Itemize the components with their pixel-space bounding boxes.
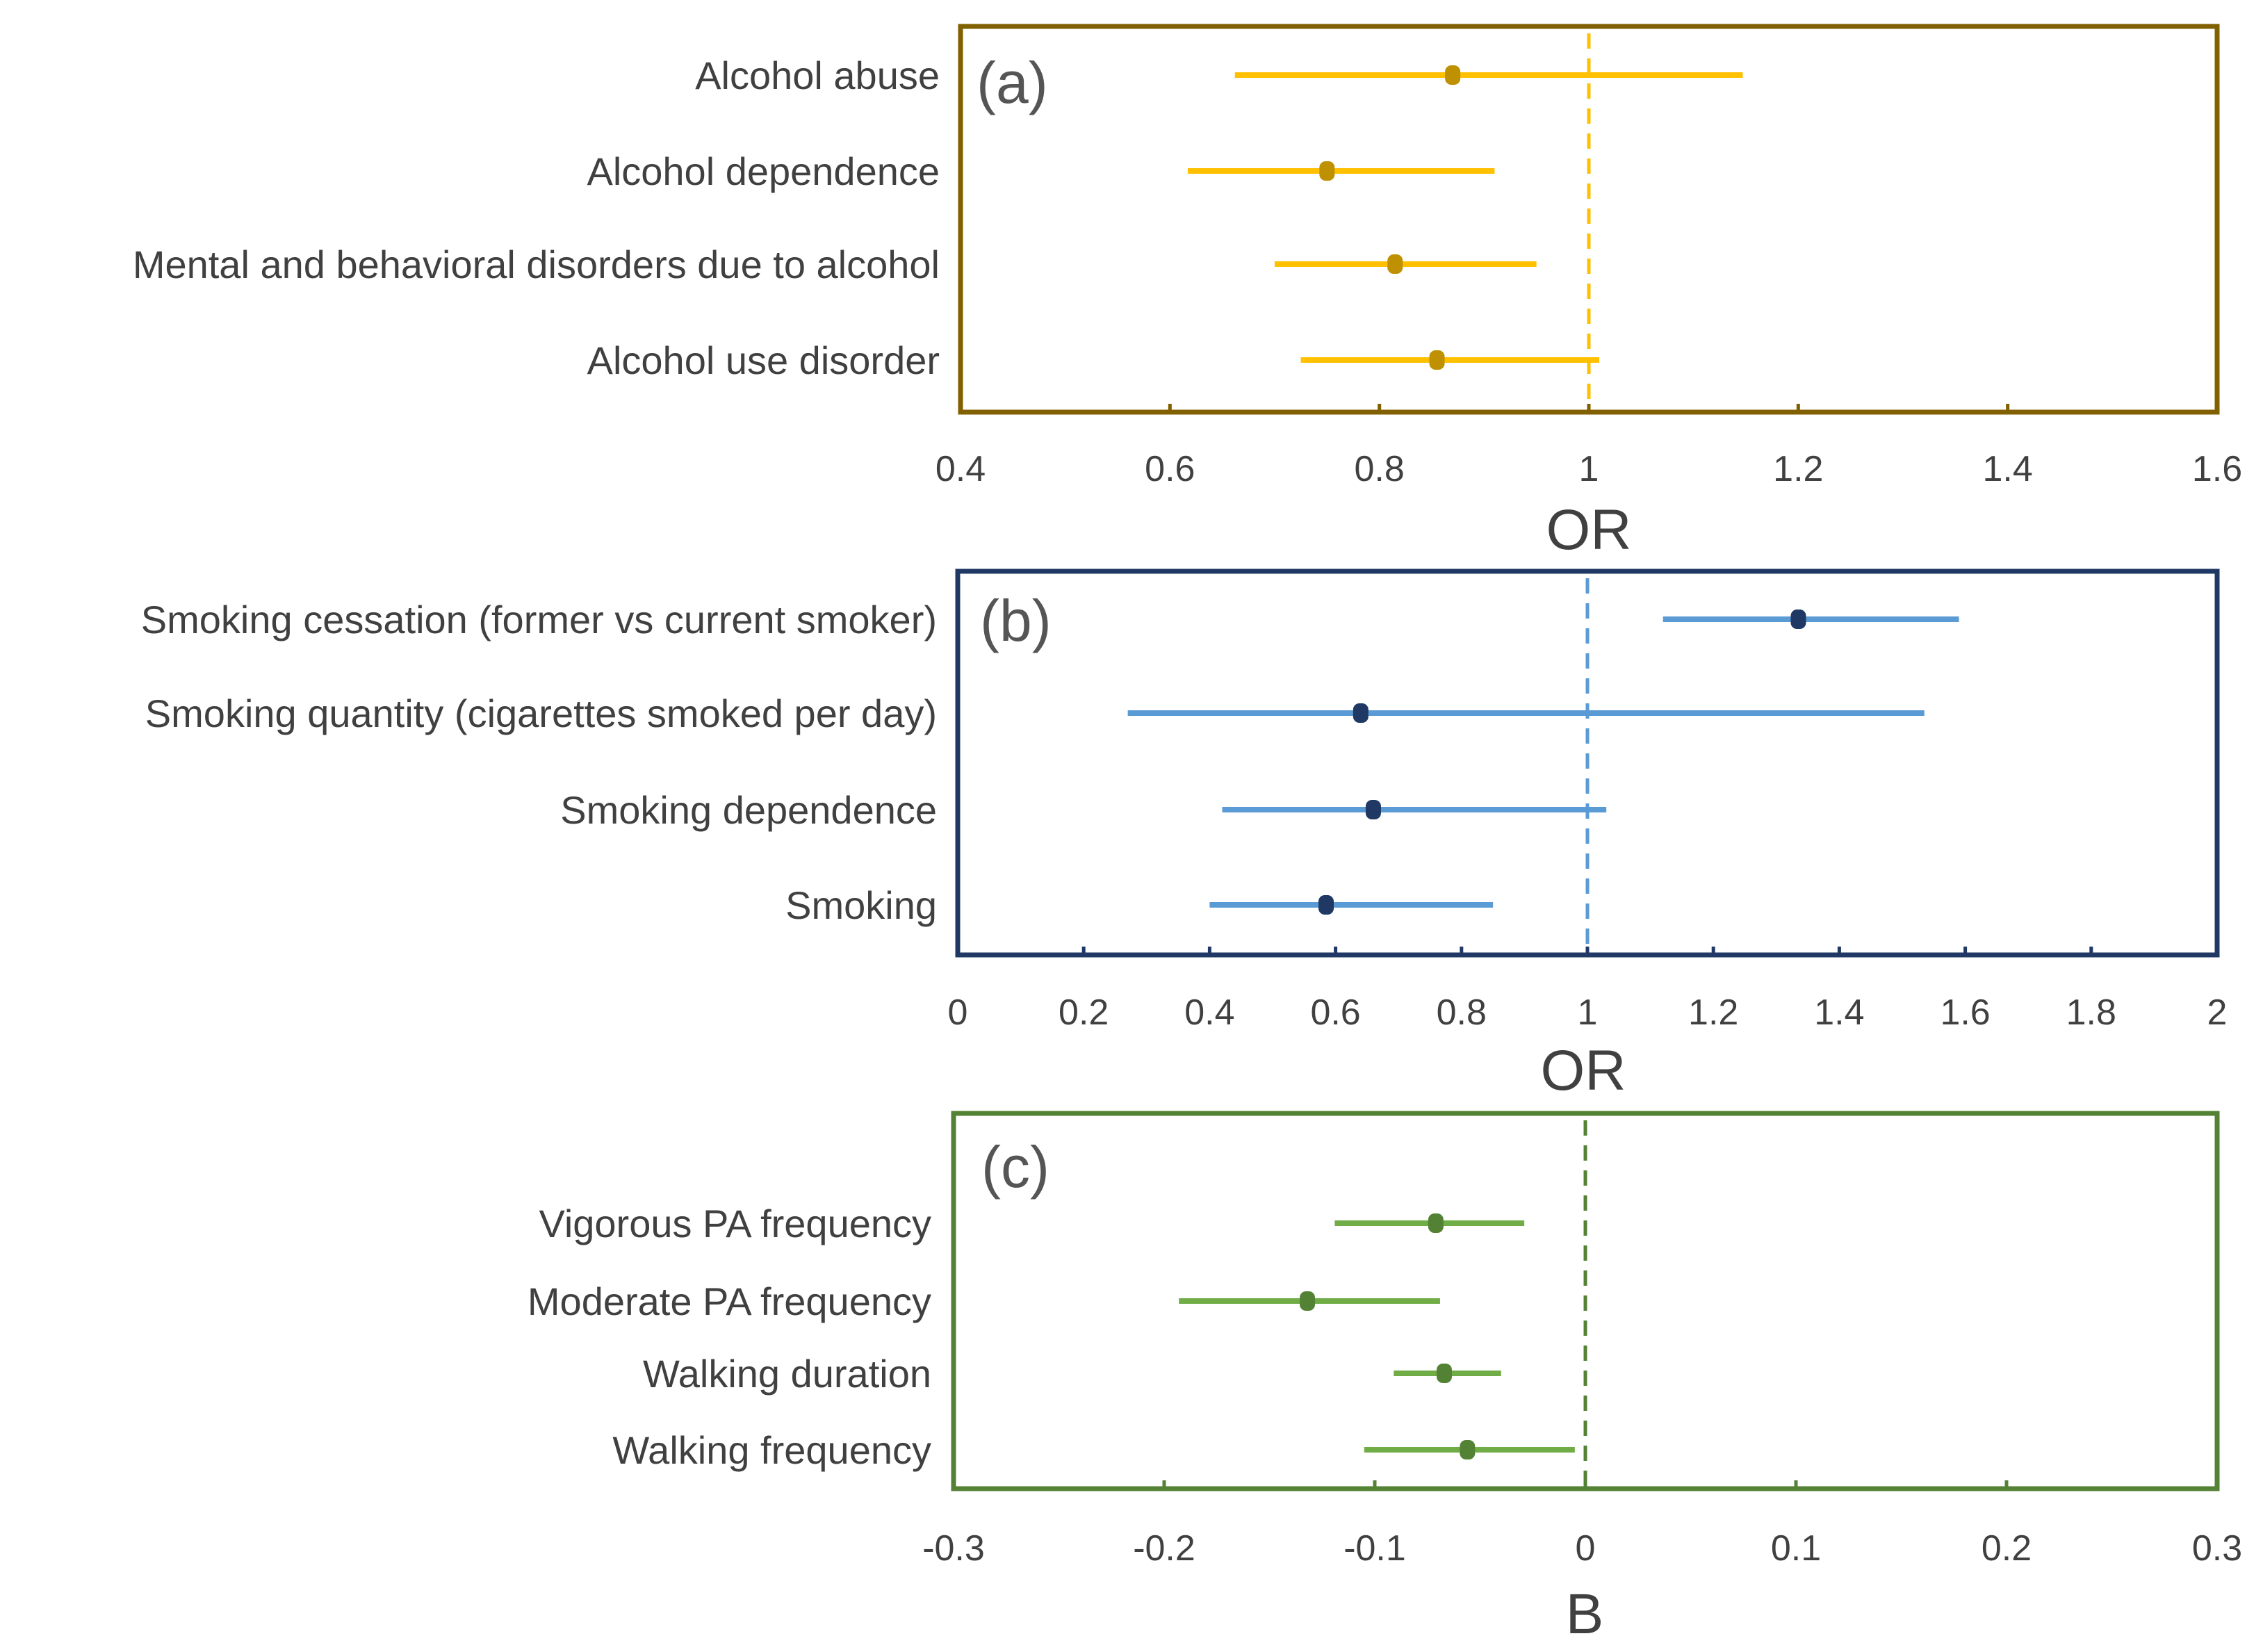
x-tick-label: 0.2 xyxy=(1982,1528,2032,1569)
point-estimate xyxy=(1445,65,1461,85)
point-estimate xyxy=(1319,161,1335,181)
point-estimate xyxy=(1300,1291,1316,1311)
point-estimate xyxy=(1790,610,1806,629)
x-tick-label: 0.6 xyxy=(1310,992,1360,1033)
point-estimate xyxy=(1429,350,1445,370)
category-label: Alcohol use disorder xyxy=(587,338,940,382)
category-label: Mental and behavioral disorders due to a… xyxy=(133,243,940,286)
category-label: Smoking cessation (former vs current smo… xyxy=(141,598,937,641)
category-label: Smoking quantity (cigarettes smoked per … xyxy=(145,692,937,735)
point-estimate xyxy=(1318,895,1334,915)
x-tick-label: 1.6 xyxy=(2192,449,2242,489)
point-estimate xyxy=(1365,800,1381,819)
point-estimate xyxy=(1428,1213,1444,1233)
x-tick-label: 1.4 xyxy=(1983,449,2033,489)
panel-label: (a) xyxy=(977,50,1048,115)
x-tick-label: 0.8 xyxy=(1437,992,1487,1033)
x-tick-label: 2 xyxy=(2207,992,2228,1033)
panel-label: (b) xyxy=(980,588,1052,653)
x-tick-label: -0.2 xyxy=(1133,1528,1195,1569)
category-label: Smoking dependence xyxy=(560,788,937,832)
x-tick-label: 0 xyxy=(1576,1528,1596,1569)
category-label: Walking frequency xyxy=(612,1428,931,1472)
x-tick-label: -0.3 xyxy=(922,1528,985,1569)
forest-panel-2: Smoking cessation (former vs current smo… xyxy=(141,569,2228,1102)
x-tick-label: 1 xyxy=(1578,992,1598,1033)
x-tick-label: 0 xyxy=(948,992,968,1033)
x-tick-label: 0.6 xyxy=(1145,449,1195,489)
forest-panel-1: Alcohol abuse Alcohol dependence Mental an… xyxy=(133,24,2242,562)
panel-label: (c) xyxy=(981,1134,1049,1200)
point-estimate xyxy=(1353,703,1369,723)
x-tick-label: 0.4 xyxy=(936,449,986,489)
x-tick-label: 1.2 xyxy=(1688,992,1738,1033)
x-axis-title: OR xyxy=(1546,498,1632,562)
x-tick-label: 0.8 xyxy=(1355,449,1405,489)
x-axis-title: OR xyxy=(1541,1039,1626,1102)
point-estimate xyxy=(1460,1440,1476,1459)
category-label: Walking duration xyxy=(643,1352,931,1396)
forest-panel-3: Vigorous PA frequency Moderate PA frequen… xyxy=(528,1111,2242,1646)
x-tick-label: 1.8 xyxy=(2066,992,2116,1033)
x-tick-label: -0.1 xyxy=(1343,1528,1406,1569)
category-label: Vigorous PA frequency xyxy=(539,1202,931,1245)
point-estimate xyxy=(1436,1364,1452,1383)
x-tick-label: 0.3 xyxy=(2192,1528,2242,1569)
x-tick-label: 0.2 xyxy=(1059,992,1109,1033)
point-estimate xyxy=(1387,254,1403,274)
x-tick-label: 0.1 xyxy=(1771,1528,1821,1569)
x-axis-title: B xyxy=(1566,1583,1604,1646)
category-label: Smoking xyxy=(785,883,937,927)
category-label: Alcohol dependence xyxy=(587,149,940,193)
x-tick-label: 1.4 xyxy=(1814,992,1864,1033)
x-tick-label: 1.2 xyxy=(1773,449,1823,489)
x-tick-label: 1 xyxy=(1579,449,1599,489)
x-tick-label: 1.6 xyxy=(1940,992,1990,1033)
category-label: Moderate PA frequency xyxy=(528,1279,931,1323)
category-label: Alcohol abuse xyxy=(695,54,940,97)
x-tick-label: 0.4 xyxy=(1184,992,1234,1033)
